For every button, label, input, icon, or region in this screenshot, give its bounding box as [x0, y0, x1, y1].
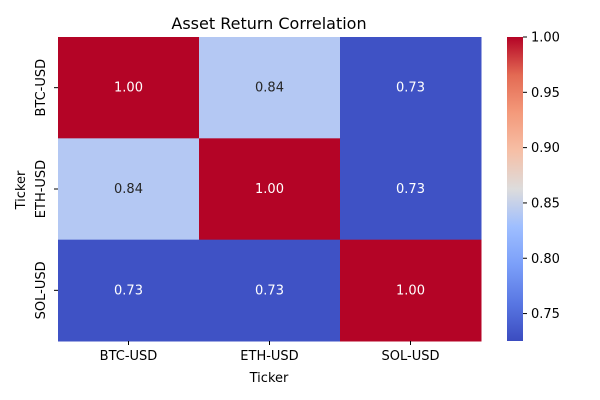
cell-value-label: 0.73	[396, 81, 425, 96]
colorbar-tick-label: 0.75	[531, 307, 560, 322]
cell-value-label: 0.73	[396, 182, 425, 197]
heatmap-cell-labels: 1.00 0.84 0.73 0.84 1.00 0.73 0.73 0.73 1.00	[114, 81, 425, 299]
heatmap-cell	[340, 138, 482, 241]
colorbar	[507, 37, 523, 341]
heatmap-cells	[58, 37, 482, 342]
colorbar-ticks: 0.75 0.80 0.85 0.90 0.95 1.00	[523, 31, 560, 322]
heatmap-cell	[58, 37, 200, 139]
cell-value-label: 1.00	[396, 283, 425, 298]
heatmap-cell	[340, 239, 482, 342]
y-tick-label: BTC-USD	[34, 59, 49, 117]
x-tick-label: SOL-USD	[382, 349, 440, 364]
heatmap-cell	[340, 37, 482, 139]
chart-title: Asset Return Correlation	[171, 14, 366, 33]
cell-value-label: 0.84	[255, 81, 284, 96]
x-tick-label: BTC-USD	[100, 349, 158, 364]
cell-value-label: 0.73	[255, 283, 284, 298]
heatmap-cell	[199, 138, 341, 241]
y-axis-label: Ticker	[14, 170, 29, 210]
cell-value-label: 1.00	[255, 182, 284, 197]
colorbar-tick-label: 0.90	[531, 141, 560, 156]
heatmap-cell	[58, 239, 200, 342]
colorbar-tick-label: 0.80	[531, 252, 560, 267]
colorbar-tick-label: 0.85	[531, 196, 560, 211]
x-axis-ticks: BTC-USD ETH-USD SOL-USD	[100, 341, 440, 364]
heatmap-cell	[199, 239, 341, 342]
colorbar-tick-label: 1.00	[531, 31, 560, 46]
y-tick-label: SOL-USD	[34, 261, 49, 319]
heatmap-cell	[199, 37, 341, 139]
x-tick-label: ETH-USD	[240, 349, 298, 364]
x-axis-label: Ticker	[249, 371, 289, 386]
y-tick-label: ETH-USD	[34, 160, 49, 218]
cell-value-label: 0.84	[114, 182, 143, 197]
colorbar-tick-label: 0.95	[531, 86, 560, 101]
y-axis-ticks: BTC-USD ETH-USD SOL-USD	[34, 59, 58, 319]
cell-value-label: 1.00	[114, 81, 143, 96]
heatmap-cell	[58, 138, 200, 241]
cell-value-label: 0.73	[114, 283, 143, 298]
